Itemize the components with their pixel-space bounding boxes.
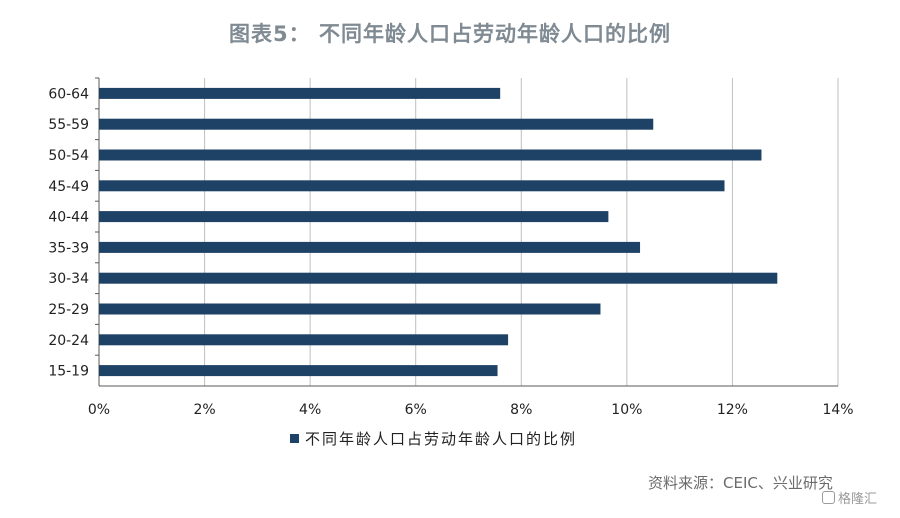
chart-legend: 不同年龄人口占劳动年龄人口的比例: [290, 428, 577, 449]
bar: [99, 149, 762, 161]
watermark-logo: 格隆汇: [822, 488, 877, 507]
bar: [99, 241, 641, 253]
source-note: 资料来源：CEIC、兴业研究: [648, 474, 833, 492]
bar: [99, 365, 498, 377]
x-tick-label: 10%: [611, 402, 642, 418]
legend-swatch: [290, 434, 299, 443]
x-tick-label: 8%: [510, 402, 532, 418]
y-tick-label: 40-44: [48, 210, 89, 226]
y-tick-label: 50-54: [48, 148, 89, 164]
x-tick-label: 6%: [405, 402, 427, 418]
bar: [99, 87, 501, 99]
y-tick-label: 25-29: [48, 302, 89, 318]
x-tick-label: 12%: [717, 402, 748, 418]
y-tick-label: 55-59: [48, 117, 89, 133]
x-tick-label: 0%: [88, 402, 110, 418]
bar: [99, 180, 725, 192]
x-tick-label: 14%: [822, 402, 853, 418]
y-tick-label: 45-49: [48, 179, 89, 195]
bar: [99, 118, 654, 130]
y-tick-label: 20-24: [48, 333, 89, 349]
bar: [99, 272, 778, 284]
y-tick-label: 60-64: [48, 86, 89, 102]
watermark-icon: [822, 491, 835, 504]
watermark-text: 格隆汇: [838, 492, 878, 507]
bar: [99, 334, 509, 346]
y-tick-label: 30-34: [48, 271, 89, 287]
bar: [99, 303, 601, 315]
bar: [99, 211, 609, 223]
y-tick-label: 35-39: [48, 240, 89, 256]
x-tick-label: 4%: [299, 402, 321, 418]
x-tick-label: 2%: [193, 402, 215, 418]
legend-label: 不同年龄人口占劳动年龄人口的比例: [305, 430, 578, 448]
y-tick-label: 15-19: [48, 364, 89, 380]
chart-title: 图表5： 不同年龄人口占劳动年龄人口的比例: [229, 22, 671, 46]
